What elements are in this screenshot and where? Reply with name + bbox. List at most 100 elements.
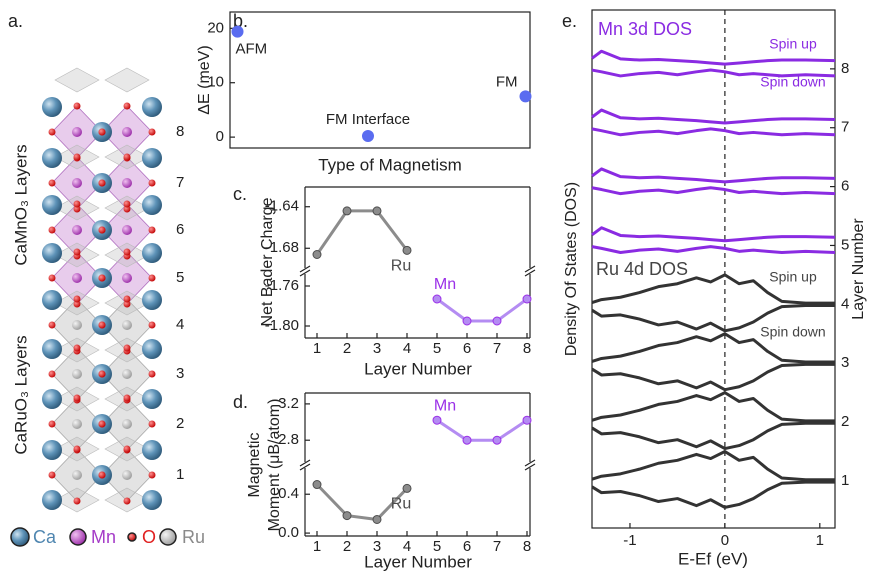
x-tick-label: 5 bbox=[433, 340, 441, 357]
dos-curve bbox=[592, 188, 835, 194]
o-atom bbox=[124, 345, 131, 352]
x-tick-label: 3 bbox=[373, 340, 381, 357]
point-label: AFM bbox=[236, 41, 268, 58]
octahedron bbox=[55, 68, 99, 92]
point bbox=[493, 436, 501, 444]
y2-tick-label: 3 bbox=[841, 354, 849, 371]
y2-tick-label: 4 bbox=[841, 295, 849, 312]
x-axis-title: E-Ef (eV) bbox=[678, 549, 748, 568]
y2-tick-label: 2 bbox=[841, 413, 849, 430]
ca-atom bbox=[142, 195, 162, 215]
x-axis-title: Layer Number bbox=[364, 359, 472, 378]
ca-atom bbox=[42, 243, 62, 263]
point bbox=[463, 436, 471, 444]
o-atom bbox=[149, 129, 156, 136]
legend-label: Ca bbox=[33, 527, 57, 547]
x-tick-label: 8 bbox=[523, 538, 531, 555]
annotation: Spin up bbox=[769, 36, 817, 52]
ca-atom bbox=[42, 290, 62, 310]
y-tick-label: 0 bbox=[216, 128, 224, 145]
dos-curve bbox=[592, 364, 835, 389]
o-atom bbox=[49, 421, 56, 428]
legend-swatch bbox=[11, 528, 29, 546]
y-tick-label: 20 bbox=[207, 19, 224, 36]
y2-tick-label: 7 bbox=[841, 119, 849, 136]
ca-atom bbox=[142, 389, 162, 409]
ca-atom bbox=[42, 97, 62, 117]
ca-atom bbox=[42, 339, 62, 359]
o-atom bbox=[99, 227, 106, 234]
panel-label: c. bbox=[233, 184, 247, 204]
panel-label: a. bbox=[8, 11, 23, 31]
o-atom bbox=[49, 371, 56, 378]
y-axis-title: Moment (μB/atom) bbox=[266, 399, 283, 532]
x-tick-label: 8 bbox=[523, 340, 531, 357]
dos-curve bbox=[592, 482, 835, 507]
panel-label: e. bbox=[562, 11, 577, 31]
o-atom bbox=[149, 371, 156, 378]
y2-axis-title: Layer Number bbox=[850, 218, 867, 320]
o-atom bbox=[99, 371, 106, 378]
o-atom bbox=[74, 296, 81, 303]
o-atom bbox=[74, 498, 81, 505]
point bbox=[463, 317, 471, 325]
point bbox=[493, 317, 501, 325]
series-label: Mn bbox=[434, 397, 456, 414]
o-atom bbox=[49, 180, 56, 187]
dos-curve bbox=[592, 423, 835, 448]
o-atom bbox=[124, 201, 131, 208]
o-atom bbox=[124, 498, 131, 505]
mn-atom bbox=[122, 127, 132, 137]
o-atom bbox=[149, 472, 156, 479]
layer-number: 5 bbox=[176, 269, 184, 286]
o-atom bbox=[99, 129, 106, 136]
dos-curve bbox=[592, 169, 835, 182]
point bbox=[232, 26, 244, 38]
o-atom bbox=[149, 421, 156, 428]
series-label: Ru bbox=[391, 258, 411, 275]
layer-number: 3 bbox=[176, 365, 184, 382]
point bbox=[403, 484, 411, 492]
o-atom bbox=[149, 227, 156, 234]
o-atom bbox=[124, 395, 131, 402]
ca-atom bbox=[142, 440, 162, 460]
o-atom bbox=[99, 180, 106, 187]
octahedron bbox=[105, 68, 149, 92]
dos-curve bbox=[592, 129, 835, 135]
series-line bbox=[437, 420, 527, 440]
ca-atom bbox=[42, 440, 62, 460]
point bbox=[433, 416, 441, 424]
dos-curve bbox=[592, 451, 835, 479]
y2-tick-label: 8 bbox=[841, 60, 849, 77]
point bbox=[343, 207, 351, 215]
ca-atom bbox=[142, 290, 162, 310]
legend-label: Mn bbox=[91, 527, 116, 547]
page: {"panel_a": {"label": "a.", "group_label… bbox=[0, 0, 871, 572]
x-axis-title: Type of Magnetism bbox=[318, 155, 462, 174]
point bbox=[343, 512, 351, 520]
annotation: Ru 4d DOS bbox=[596, 259, 688, 279]
layer-number: 1 bbox=[176, 466, 184, 483]
o-atom bbox=[74, 154, 81, 161]
series-label: Ru bbox=[391, 496, 411, 513]
annotation: Spin down bbox=[760, 324, 825, 340]
layer-number: 4 bbox=[176, 316, 184, 333]
point bbox=[313, 481, 321, 489]
point bbox=[313, 251, 321, 259]
ru-atom bbox=[122, 470, 132, 480]
legend-swatch bbox=[70, 529, 86, 545]
ru-atom bbox=[72, 470, 82, 480]
point bbox=[362, 130, 374, 142]
point bbox=[433, 295, 441, 303]
o-atom bbox=[74, 345, 81, 352]
mn-atom bbox=[122, 225, 132, 235]
ca-atom bbox=[142, 490, 162, 510]
y-axis-title: Net Bader Charge bbox=[259, 197, 276, 326]
dos-curve bbox=[592, 247, 835, 253]
point bbox=[373, 515, 381, 523]
y-axis-title: Density Of States (DOS) bbox=[563, 182, 580, 356]
o-atom bbox=[74, 201, 81, 208]
o-atom bbox=[49, 275, 56, 282]
ru-atom bbox=[122, 419, 132, 429]
figure: a.87654321CaMnO₃ LayersCaRuO₃ LayersCaMn… bbox=[0, 0, 871, 572]
